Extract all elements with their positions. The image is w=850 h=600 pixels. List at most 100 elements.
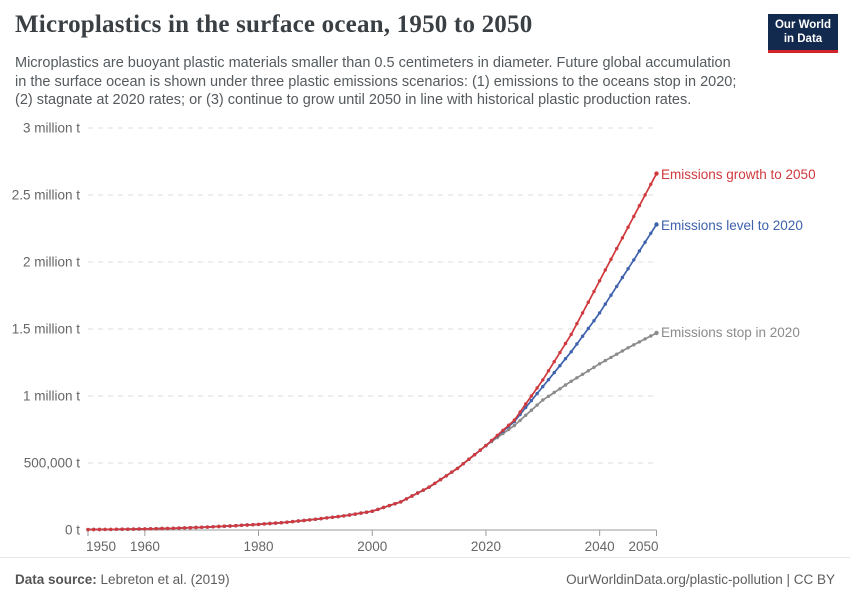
owid-url-link[interactable]: OurWorldinData.org/plastic-pollution | C… <box>566 571 835 587</box>
series-marker <box>319 516 323 521</box>
series-marker <box>177 526 181 530</box>
chart-footer: Data source: Lebreton et al. (2019) OurW… <box>0 557 850 600</box>
series-marker <box>643 193 647 197</box>
series-marker <box>399 500 403 504</box>
series-marker <box>603 268 607 272</box>
series-marker <box>546 369 551 373</box>
chart-subtitle: Microplastics are buoyant plastic materi… <box>15 54 736 110</box>
series-marker <box>512 418 517 422</box>
series-marker <box>654 171 659 176</box>
series-marker <box>535 391 539 396</box>
series-marker <box>103 527 107 532</box>
series-marker <box>353 512 357 516</box>
series-marker <box>637 204 642 208</box>
series-marker <box>200 525 204 529</box>
series-label-emissions-stop: Emissions stop in 2020 <box>661 325 800 340</box>
series-marker <box>643 240 647 244</box>
series-label-emissions-growth: Emissions growth to 2050 <box>661 167 816 182</box>
y-tick-label: 3 million t <box>23 121 80 136</box>
series-marker <box>626 225 630 229</box>
series-marker <box>148 527 153 531</box>
series-marker <box>308 518 312 522</box>
series-marker <box>404 497 409 501</box>
series-marker <box>313 517 318 521</box>
series-marker <box>273 521 278 525</box>
series-marker <box>626 346 630 350</box>
series-marker <box>569 332 573 337</box>
series-marker <box>501 428 505 432</box>
x-tick-label: 1950 <box>86 539 116 554</box>
series-marker <box>580 311 585 315</box>
series-marker <box>580 334 585 338</box>
series-marker <box>637 340 642 344</box>
logo-text-line1: Our World <box>774 19 831 31</box>
series-marker <box>649 231 653 235</box>
series-marker <box>615 284 619 289</box>
series-marker <box>632 258 636 262</box>
series-marker <box>330 515 335 519</box>
y-tick-label: 0 t <box>65 523 80 538</box>
series-marker <box>433 481 437 486</box>
logo-text-line2: in Data <box>783 32 823 45</box>
series-marker <box>632 214 636 219</box>
series-marker <box>444 474 448 478</box>
series-marker <box>97 527 102 532</box>
series-marker <box>580 372 585 376</box>
series-marker <box>364 510 369 514</box>
series-marker <box>262 522 266 526</box>
series-marker <box>126 527 130 531</box>
subtitle-line-1: Microplastics are buoyant plastic materi… <box>15 55 731 71</box>
series-marker <box>558 387 562 391</box>
series-marker <box>234 524 238 528</box>
series-marker <box>455 466 460 471</box>
x-tick-label: 1960 <box>130 539 160 554</box>
series-marker <box>120 527 124 531</box>
series-marker <box>541 398 545 402</box>
series-marker <box>654 222 659 227</box>
series-marker <box>484 443 488 448</box>
y-tick-label: 500,000 t <box>24 456 81 471</box>
series-marker <box>194 525 198 530</box>
series-marker <box>239 523 244 527</box>
series-marker <box>529 394 534 398</box>
data-source: Data source: Lebreton et al. (2019) <box>15 572 230 587</box>
series-marker <box>160 526 164 531</box>
data-source-label: Data source: <box>15 571 97 587</box>
series-marker <box>495 433 499 438</box>
x-tick-label: 2050 <box>628 539 658 554</box>
series-marker <box>552 371 556 375</box>
series-marker <box>393 502 397 506</box>
y-tick-label: 2.5 million t <box>12 188 81 203</box>
series-marker <box>524 402 528 406</box>
x-tick-label: 2020 <box>471 539 501 554</box>
series-marker <box>211 525 215 529</box>
series-marker <box>637 249 642 253</box>
series-marker <box>575 342 579 346</box>
series-marker <box>558 364 562 368</box>
data-source-value: Lebreton et al. (2019) <box>100 571 230 587</box>
series-marker <box>615 352 619 356</box>
series-marker <box>143 527 147 531</box>
series-marker <box>586 300 590 304</box>
series-marker <box>154 527 158 531</box>
series-marker <box>171 526 175 530</box>
series-marker <box>416 491 420 495</box>
series-marker <box>472 453 477 457</box>
series-marker <box>546 394 551 398</box>
series-marker <box>268 521 272 526</box>
series-marker <box>529 398 534 403</box>
series-marker <box>518 418 522 423</box>
series-marker <box>131 527 136 531</box>
series-marker <box>512 423 517 428</box>
series-marker <box>609 293 613 297</box>
series-marker <box>541 378 545 382</box>
series-marker <box>649 182 653 186</box>
series-marker <box>626 267 630 271</box>
series-label-emissions-level: Emissions level to 2020 <box>661 218 803 233</box>
series-marker <box>569 350 573 354</box>
series-marker <box>222 524 227 528</box>
series-marker <box>615 246 619 251</box>
series-marker <box>541 384 545 389</box>
series-marker <box>575 376 579 380</box>
